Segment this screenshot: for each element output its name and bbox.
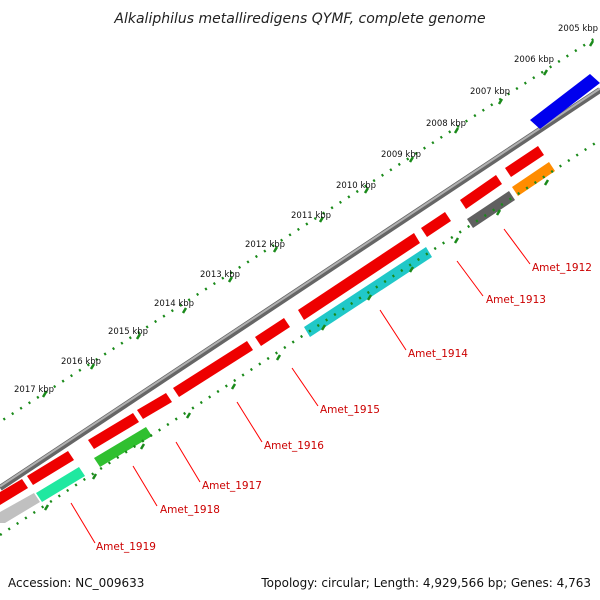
gene-rna-feature (530, 74, 600, 129)
ruler-label: 2017 kbp (14, 385, 54, 395)
gene-forward (0, 479, 28, 505)
ruler-label: 2005 kbp (558, 24, 598, 34)
ruler-label: 2006 kbp (514, 55, 554, 65)
gene-forward (298, 233, 420, 320)
inner-major-ticks (43, 179, 550, 511)
ruler-label: 2011 kbp (291, 211, 331, 221)
accession-text: Accession: NC_009633 (8, 576, 144, 590)
ruler-label: 2013 kbp (200, 270, 240, 280)
gene-forward (460, 175, 502, 209)
gene-label: Amet_1915 (320, 404, 380, 416)
gene-label: Amet_1918 (160, 504, 220, 516)
gene-grey-partial (0, 493, 40, 523)
gene-amet-1918 (94, 427, 152, 467)
gene-label: Amet_1919 (96, 541, 156, 553)
map-title: Alkaliphilus metalliredigens QYMF, compl… (113, 11, 485, 27)
ruler-label: 2008 kbp (426, 119, 466, 129)
gene-amet-1919 (36, 467, 85, 502)
gene-forward (173, 341, 253, 397)
gene-forward (27, 451, 74, 485)
genome-summary-text: Topology: circular; Length: 4,929,566 bp… (260, 576, 591, 590)
gene-amet-1912 (512, 162, 555, 196)
gene-label: Amet_1913 (486, 294, 546, 306)
gene-label: Amet_1917 (202, 480, 262, 492)
genome-backbone (0, 87, 600, 491)
gene-labels: Amet_1912 Amet_1913 Amet_1914 Amet_1915 … (96, 262, 592, 553)
gene-label: Amet_1914 (408, 348, 468, 360)
gene-amet-1913 (467, 191, 515, 228)
gene-forward (88, 413, 139, 449)
ruler-label: 2007 kbp (470, 87, 510, 97)
gene-label-lines (70, 228, 531, 544)
inner-dotted-line (0, 138, 600, 537)
gene-forward (137, 393, 172, 419)
ruler-labels: 2005 kbp 2006 kbp 2007 kbp 2008 kbp 2009… (14, 24, 598, 395)
forward-strand-genes (0, 74, 600, 505)
ruler-label: 2014 kbp (154, 299, 194, 309)
reverse-strand-genes (0, 162, 555, 523)
ruler-label: 2015 kbp (108, 327, 148, 337)
gene-forward (505, 146, 544, 177)
gene-label: Amet_1916 (264, 440, 324, 452)
gene-forward (255, 318, 290, 346)
gene-label: Amet_1912 (532, 262, 592, 274)
ruler-label: 2016 kbp (61, 357, 101, 367)
ruler-label: 2009 kbp (381, 150, 421, 160)
ruler-label: 2010 kbp (336, 181, 376, 191)
ruler-major-ticks (41, 40, 595, 398)
gene-forward (421, 212, 451, 237)
ruler-label: 2012 kbp (245, 240, 285, 250)
